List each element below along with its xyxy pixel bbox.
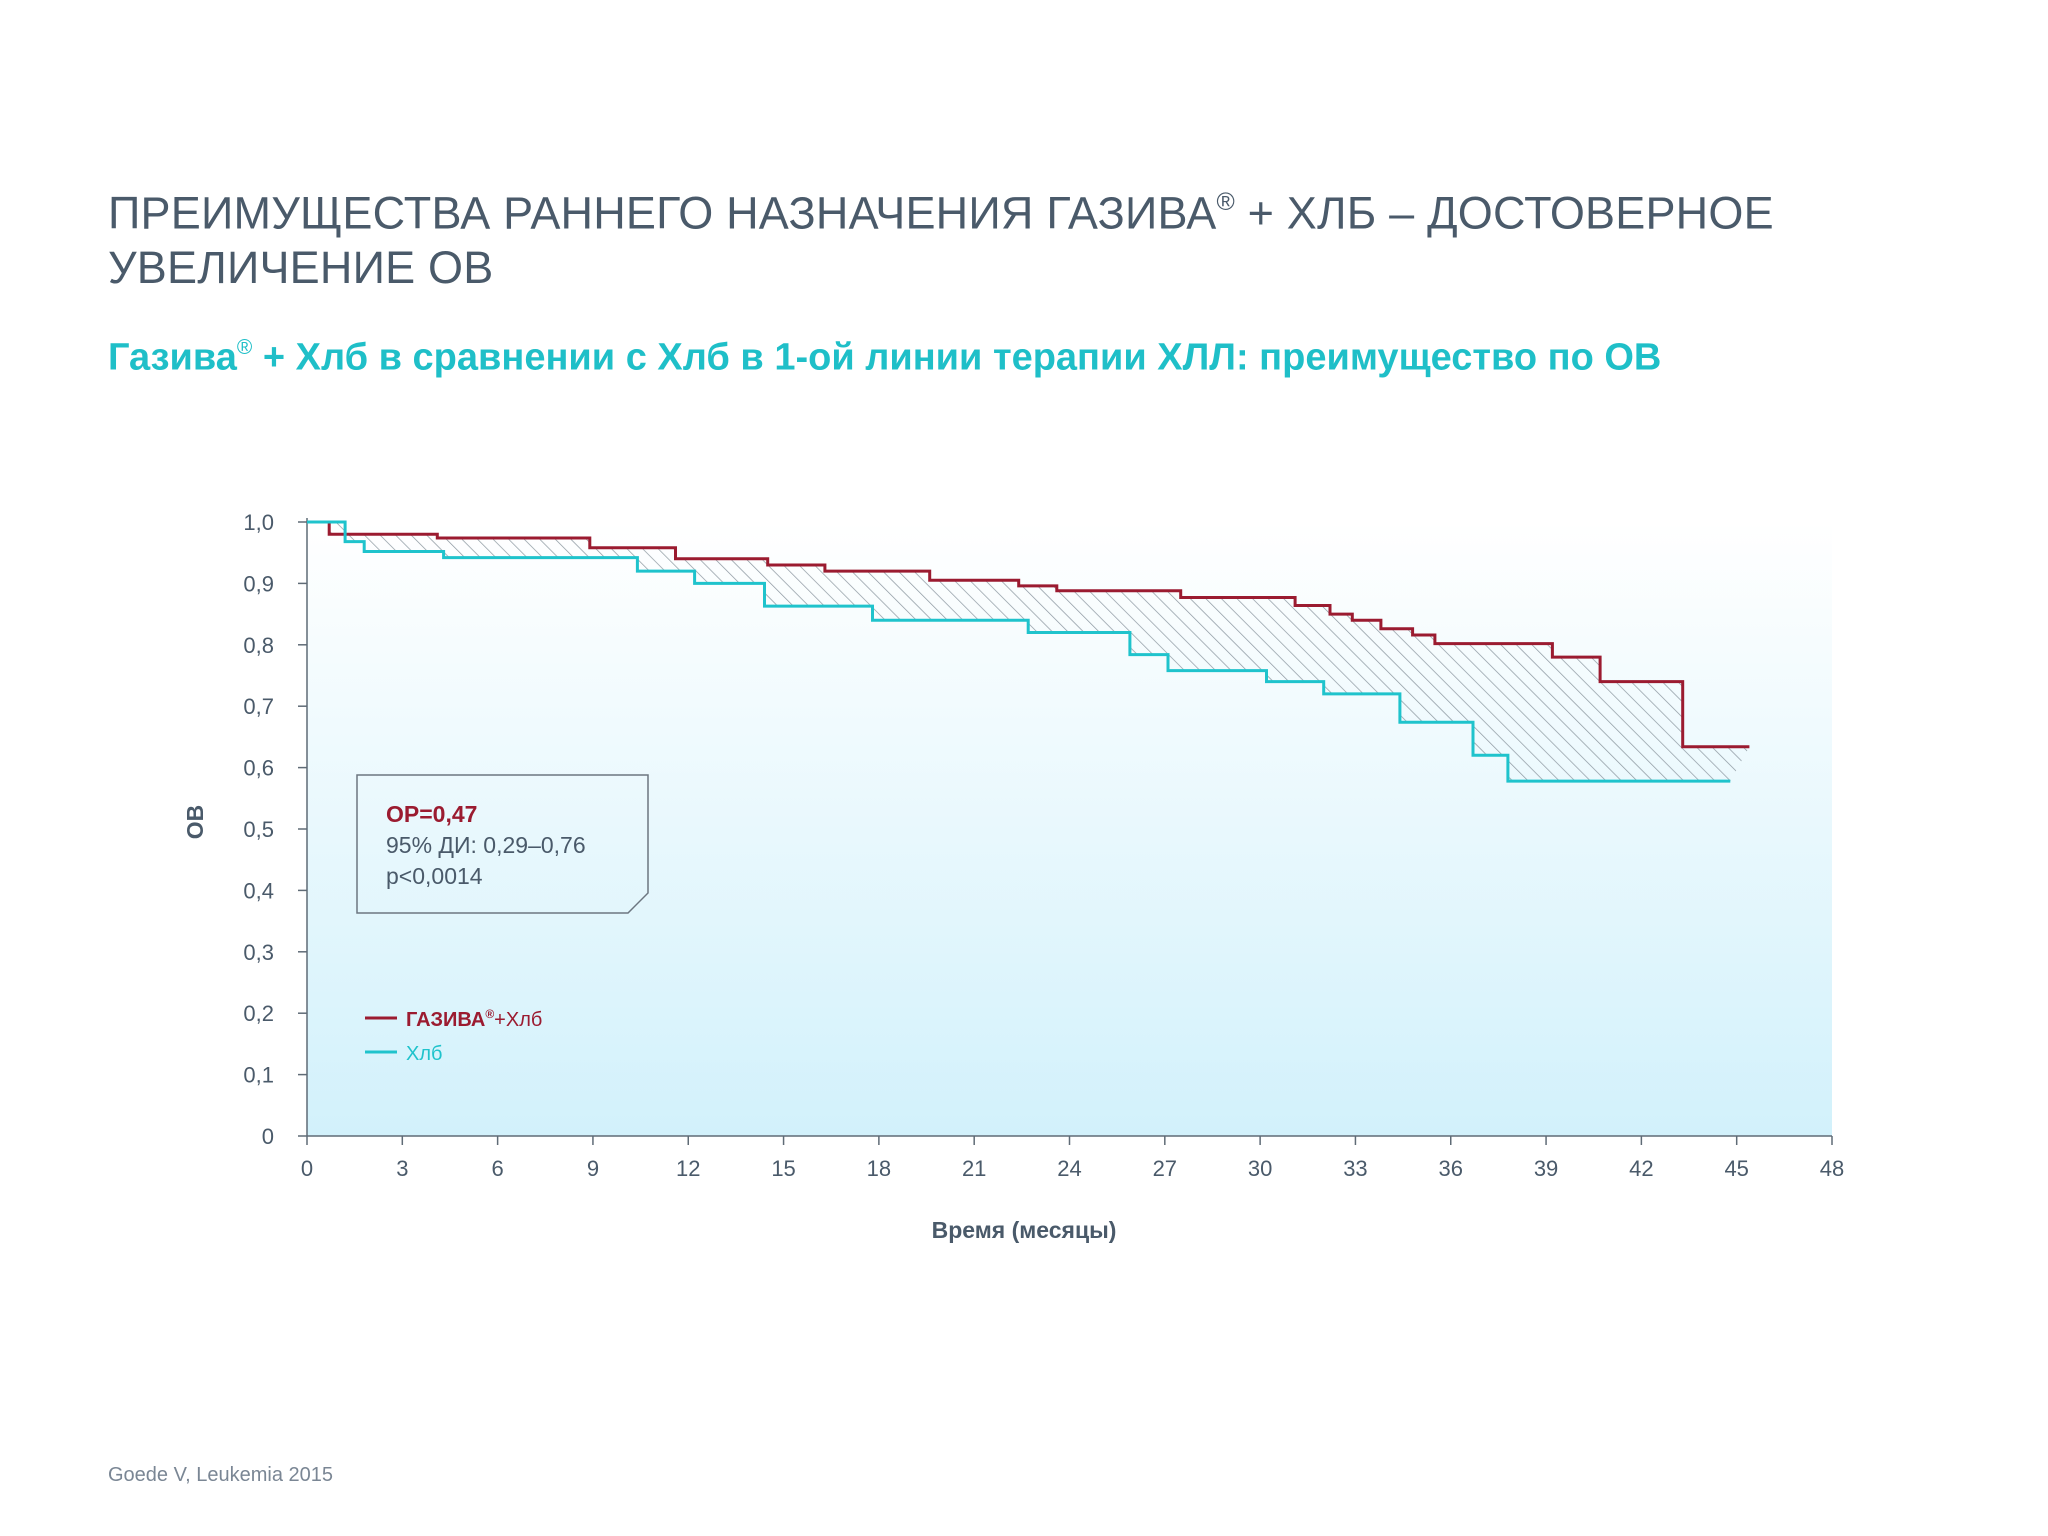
page-subtitle: Газива® + Хлб в сравнении с Хлб в 1-ой л… (108, 336, 1662, 379)
y-tick-label: 0 (262, 1124, 274, 1149)
legend-label-chl: Хлб (406, 1043, 442, 1065)
x-tick-label: 33 (1343, 1156, 1367, 1181)
x-tick-label: 12 (676, 1156, 700, 1181)
x-tick-label: 9 (587, 1156, 599, 1181)
x-tick-label: 39 (1534, 1156, 1558, 1181)
y-tick-label: 0,6 (243, 756, 274, 781)
x-tick-label: 42 (1629, 1156, 1653, 1181)
y-tick-label: 1,0 (243, 510, 274, 535)
axes: 00,10,20,30,40,50,60,70,80,91,00 3 6 9 12 15 1… (243, 510, 1844, 1181)
p-value-text: p<0,0014 (386, 863, 483, 889)
x-tick-label: 24 (1057, 1156, 1081, 1181)
x-tick-label: 48 (1820, 1156, 1844, 1181)
series-line-gazyva (307, 520, 1750, 749)
y-tick-label: 0,9 (243, 571, 274, 596)
series-line-chl (307, 520, 1731, 783)
y-tick-label: 0,1 (243, 1063, 274, 1088)
y-tick-label: 0,5 (243, 817, 274, 842)
annotation-box: ОР=0,47 95% ДИ: 0,29–0,76 p<0,0014 (356, 774, 649, 914)
x-tick-label: 36 (1439, 1156, 1463, 1181)
x-tick-label: 27 (1153, 1156, 1177, 1181)
x-tick-label: 3 (396, 1156, 408, 1181)
x-tick-label: 6 (492, 1156, 504, 1181)
x-tick-label: 0 (301, 1156, 313, 1181)
x-tick-label: 15 (771, 1156, 795, 1181)
y-axis-label: ОВ (182, 805, 208, 840)
confidence-interval-text: 95% ДИ: 0,29–0,76 (386, 832, 586, 858)
hazard-ratio-text: ОР=0,47 (386, 801, 477, 827)
x-tick-label: 45 (1724, 1156, 1748, 1181)
x-tick-label: 30 (1248, 1156, 1272, 1181)
legend-label-gazyva: ГАЗИВА®+Хлб (406, 1007, 542, 1031)
x-axis-label: Время (месяцы) (932, 1217, 1117, 1243)
x-tick-label: 21 (962, 1156, 986, 1181)
y-tick-label: 0,7 (243, 694, 274, 719)
x-tick-label: 18 (867, 1156, 891, 1181)
hatched-difference-area (307, 522, 1750, 782)
legend: ГАЗИВА®+Хлб Хлб (365, 1007, 542, 1065)
y-tick-label: 0,2 (243, 1001, 274, 1026)
y-tick-label: 0,8 (243, 633, 274, 658)
y-tick-label: 0,3 (243, 940, 274, 965)
source-citation: Goede V, Leukemia 2015 (108, 1464, 333, 1486)
page-title: ПРЕИМУЩЕСТВА РАННЕГО НАЗНАЧЕНИЯ ГАЗИВА® … (108, 187, 1774, 293)
y-tick-label: 0,4 (243, 878, 274, 903)
